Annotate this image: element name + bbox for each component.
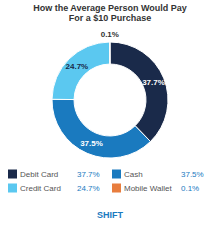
legend-value: 37.5% xyxy=(181,170,204,179)
legend-swatch xyxy=(8,170,17,179)
legend-label: Mobile Wallet xyxy=(124,184,172,193)
legend: Debit Card 37.7% Cash 37.5% Credit Card 24.7%… xyxy=(8,170,204,193)
chart: How the Average Person Would PayFor a $1… xyxy=(0,0,220,229)
data-label: 37.7% xyxy=(142,78,165,87)
title-line: How the Average Person Would Pay xyxy=(33,3,187,13)
annotation: SHIFT xyxy=(97,210,124,220)
legend-label: Credit Card xyxy=(20,184,61,193)
legend-label: Cash xyxy=(124,170,143,179)
legend-value: 0.1% xyxy=(181,184,199,193)
slice xyxy=(52,42,110,100)
data-label: 24.7% xyxy=(66,62,89,71)
legend-swatch xyxy=(112,170,121,179)
legend-swatch xyxy=(112,184,121,193)
slice xyxy=(52,99,150,158)
pie xyxy=(52,42,168,158)
legend-label: Debit Card xyxy=(20,170,58,179)
legend-swatch xyxy=(8,184,17,193)
data-label: 37.5% xyxy=(80,139,103,148)
title-line: For a $10 Purchase xyxy=(69,13,152,23)
slice xyxy=(110,42,168,142)
title: How the Average Person Would PayFor a $1… xyxy=(33,3,187,23)
legend-value: 37.7% xyxy=(77,170,100,179)
data-label: 0.1% xyxy=(101,30,119,39)
data-labels: 37.7% 37.5% 24.7% 0.1% xyxy=(66,30,165,148)
slice xyxy=(109,42,110,64)
legend-value: 24.7% xyxy=(77,184,100,193)
